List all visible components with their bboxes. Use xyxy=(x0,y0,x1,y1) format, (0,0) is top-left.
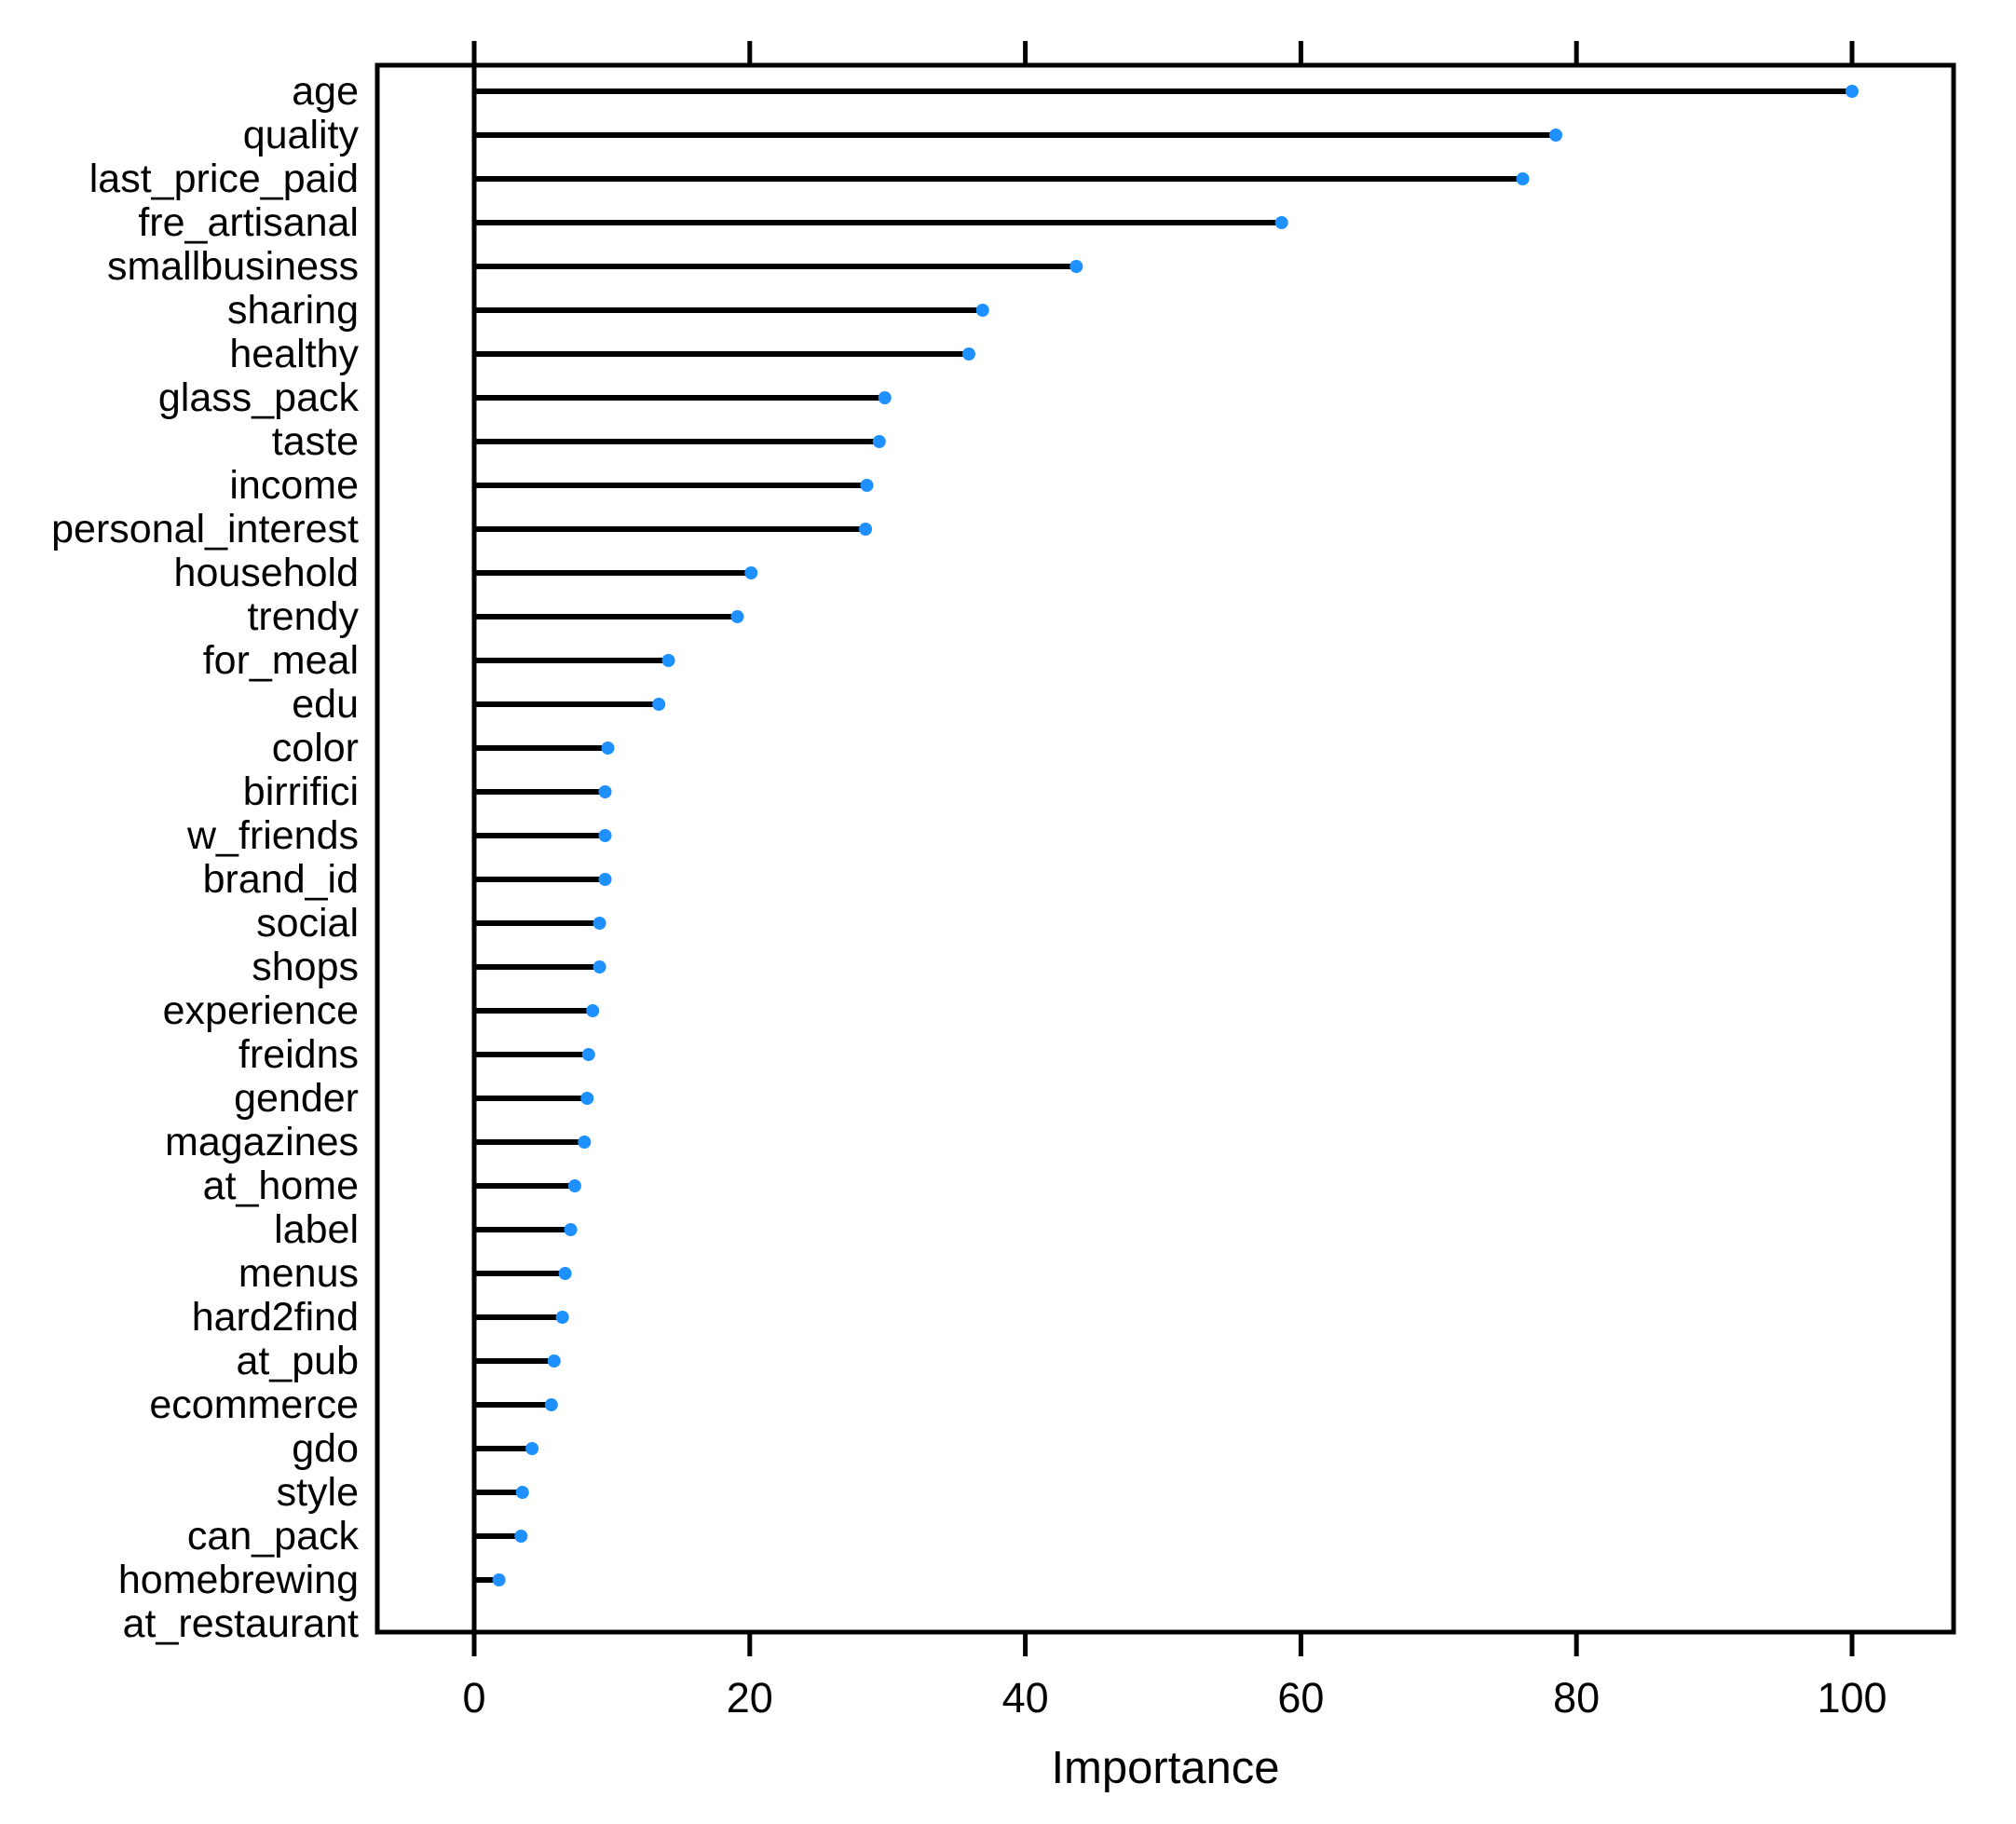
x-tick-label-0: 0 xyxy=(462,1674,485,1722)
dot-sharing xyxy=(975,304,989,317)
row-label-menus: menus xyxy=(238,1251,359,1296)
row-label-last_price_paid: last_price_paid xyxy=(89,157,359,201)
dot-at_home xyxy=(567,1179,581,1192)
row-label-sharing: sharing xyxy=(227,288,359,333)
row-label-glass_pack: glass_pack xyxy=(158,375,360,420)
dot-glass_pack xyxy=(878,391,892,404)
row-label-can_pack: can_pack xyxy=(187,1514,360,1559)
row-label-hard2find: hard2find xyxy=(192,1295,359,1340)
row-label-gender: gender xyxy=(234,1076,359,1121)
row-label-at_home: at_home xyxy=(203,1164,359,1208)
dot-experience xyxy=(586,1004,600,1017)
row-label-at_restaurant: at_restaurant xyxy=(123,1601,359,1646)
row-label-brand_id: brand_id xyxy=(203,857,359,902)
row-label-label: label xyxy=(274,1207,359,1252)
row-label-quality: quality xyxy=(243,113,360,157)
row-label-age: age xyxy=(292,69,359,114)
row-label-at_pub: at_pub xyxy=(236,1339,359,1383)
row-label-household: household xyxy=(174,551,359,595)
x-tick-label-60: 60 xyxy=(1277,1674,1324,1722)
row-label-healthy: healthy xyxy=(229,332,359,376)
dot-homebrewing xyxy=(492,1573,506,1586)
dot-gdo xyxy=(525,1442,539,1455)
row-label-trendy: trendy xyxy=(247,594,359,639)
x-tick-label-40: 40 xyxy=(1002,1674,1049,1722)
plot-area: 0 20 40 60 80 100agequalitylast_price_paidfre… xyxy=(51,41,1956,1722)
x-axis-title: Importance xyxy=(1051,1743,1279,1793)
dot-w_friends xyxy=(598,829,612,842)
dot-freidns xyxy=(581,1048,595,1061)
dot-age xyxy=(1846,85,1859,98)
dot-fre_artisanal xyxy=(1274,216,1288,229)
dot-healthy xyxy=(961,347,975,361)
row-label-edu: edu xyxy=(292,682,359,727)
dot-color xyxy=(601,742,615,755)
row-label-experience: experience xyxy=(163,988,359,1033)
row-label-w_friends: w_friends xyxy=(186,813,359,858)
x-tick-label-100: 100 xyxy=(1817,1674,1887,1722)
row-label-personal_interest: personal_interest xyxy=(51,507,359,551)
row-label-gdo: gdo xyxy=(292,1426,359,1471)
row-label-income: income xyxy=(229,463,359,508)
dot-household xyxy=(744,566,758,579)
dot-hard2find xyxy=(555,1311,569,1324)
dot-at_pub xyxy=(547,1354,561,1368)
row-label-ecommerce: ecommerce xyxy=(149,1382,359,1427)
dot-magazines xyxy=(578,1136,592,1149)
x-tick-label-80: 80 xyxy=(1553,1674,1600,1722)
dot-smallbusiness xyxy=(1069,260,1083,273)
row-label-fre_artisanal: fre_artisanal xyxy=(138,200,359,245)
dot-quality xyxy=(1549,129,1563,142)
dot-edu xyxy=(652,698,666,711)
plot-frame xyxy=(375,62,1956,1635)
dot-gender xyxy=(580,1092,594,1105)
dot-birrifici xyxy=(598,785,612,798)
row-label-magazines: magazines xyxy=(165,1120,359,1164)
x-tick-label-20: 20 xyxy=(727,1674,773,1722)
dot-income xyxy=(860,479,874,492)
dot-trendy xyxy=(730,610,744,623)
dot-menus xyxy=(558,1267,572,1280)
row-label-homebrewing: homebrewing xyxy=(118,1558,359,1602)
row-label-for_meal: for_meal xyxy=(203,638,359,683)
row-label-smallbusiness: smallbusiness xyxy=(107,244,359,289)
row-label-taste: taste xyxy=(272,419,359,464)
dot-personal_interest xyxy=(859,523,873,536)
dot-shops xyxy=(593,960,606,973)
row-label-shops: shops xyxy=(252,945,359,989)
dot-social xyxy=(593,917,606,930)
dot-can_pack xyxy=(514,1530,528,1543)
row-label-style: style xyxy=(277,1470,359,1515)
row-label-birrifici: birrifici xyxy=(243,769,359,814)
row-label-freidns: freidns xyxy=(238,1032,359,1077)
dot-last_price_paid xyxy=(1516,172,1530,185)
dot-for_meal xyxy=(661,654,675,667)
row-label-color: color xyxy=(272,726,359,770)
dot-label xyxy=(564,1223,578,1236)
dot-taste xyxy=(872,435,886,448)
dot-brand_id xyxy=(598,873,612,886)
dot-style xyxy=(515,1486,529,1499)
row-label-social: social xyxy=(256,901,359,946)
dot-ecommerce xyxy=(544,1398,558,1411)
